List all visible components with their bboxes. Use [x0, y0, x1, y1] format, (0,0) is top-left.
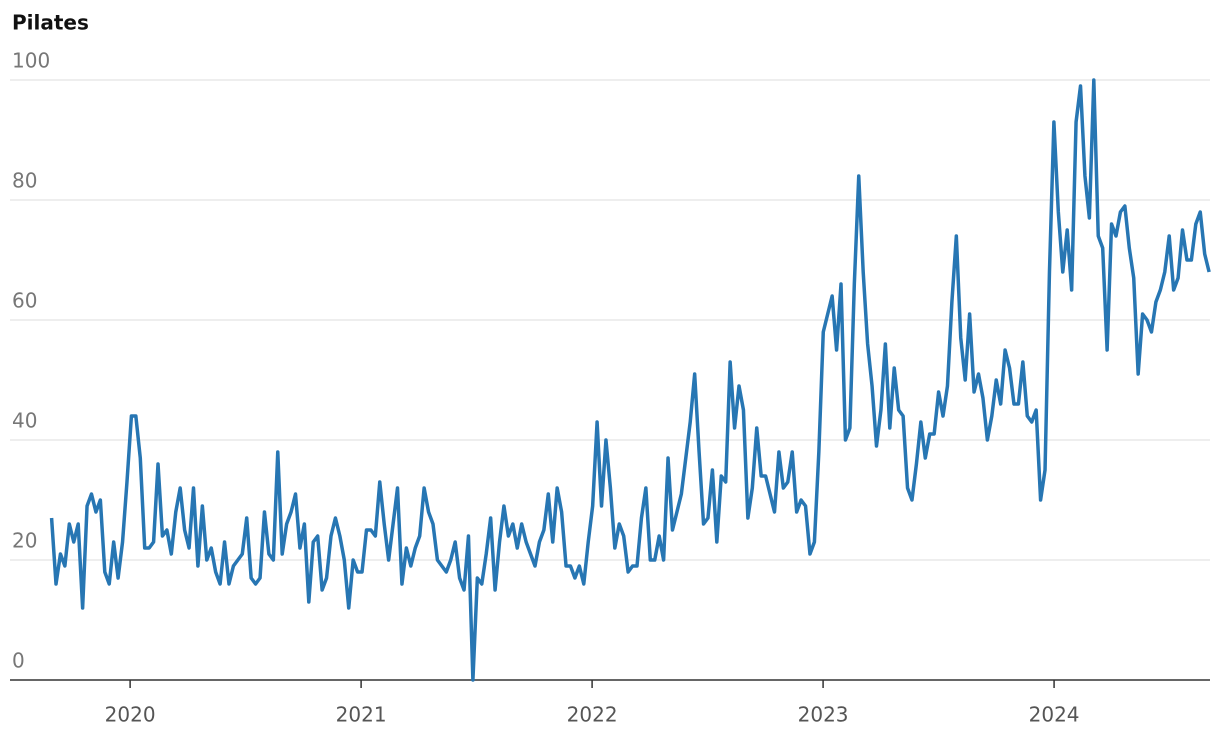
y-tick-label: 60	[12, 289, 37, 313]
x-tick-label: 2021	[336, 703, 387, 727]
data-line	[49, 78, 1211, 682]
x-tick-label: 2024	[1029, 703, 1080, 727]
y-tick-label: 20	[12, 529, 37, 553]
y-tick-label: 80	[12, 169, 37, 193]
x-tick-label: 2020	[105, 703, 156, 727]
y-tick-label: 100	[12, 49, 50, 73]
y-tick-label: 40	[12, 409, 37, 433]
chart-title: Pilates	[12, 11, 89, 35]
y-tick-label: 0	[12, 649, 25, 673]
x-tick-label: 2022	[567, 703, 618, 727]
x-tick-label: 2023	[798, 703, 849, 727]
